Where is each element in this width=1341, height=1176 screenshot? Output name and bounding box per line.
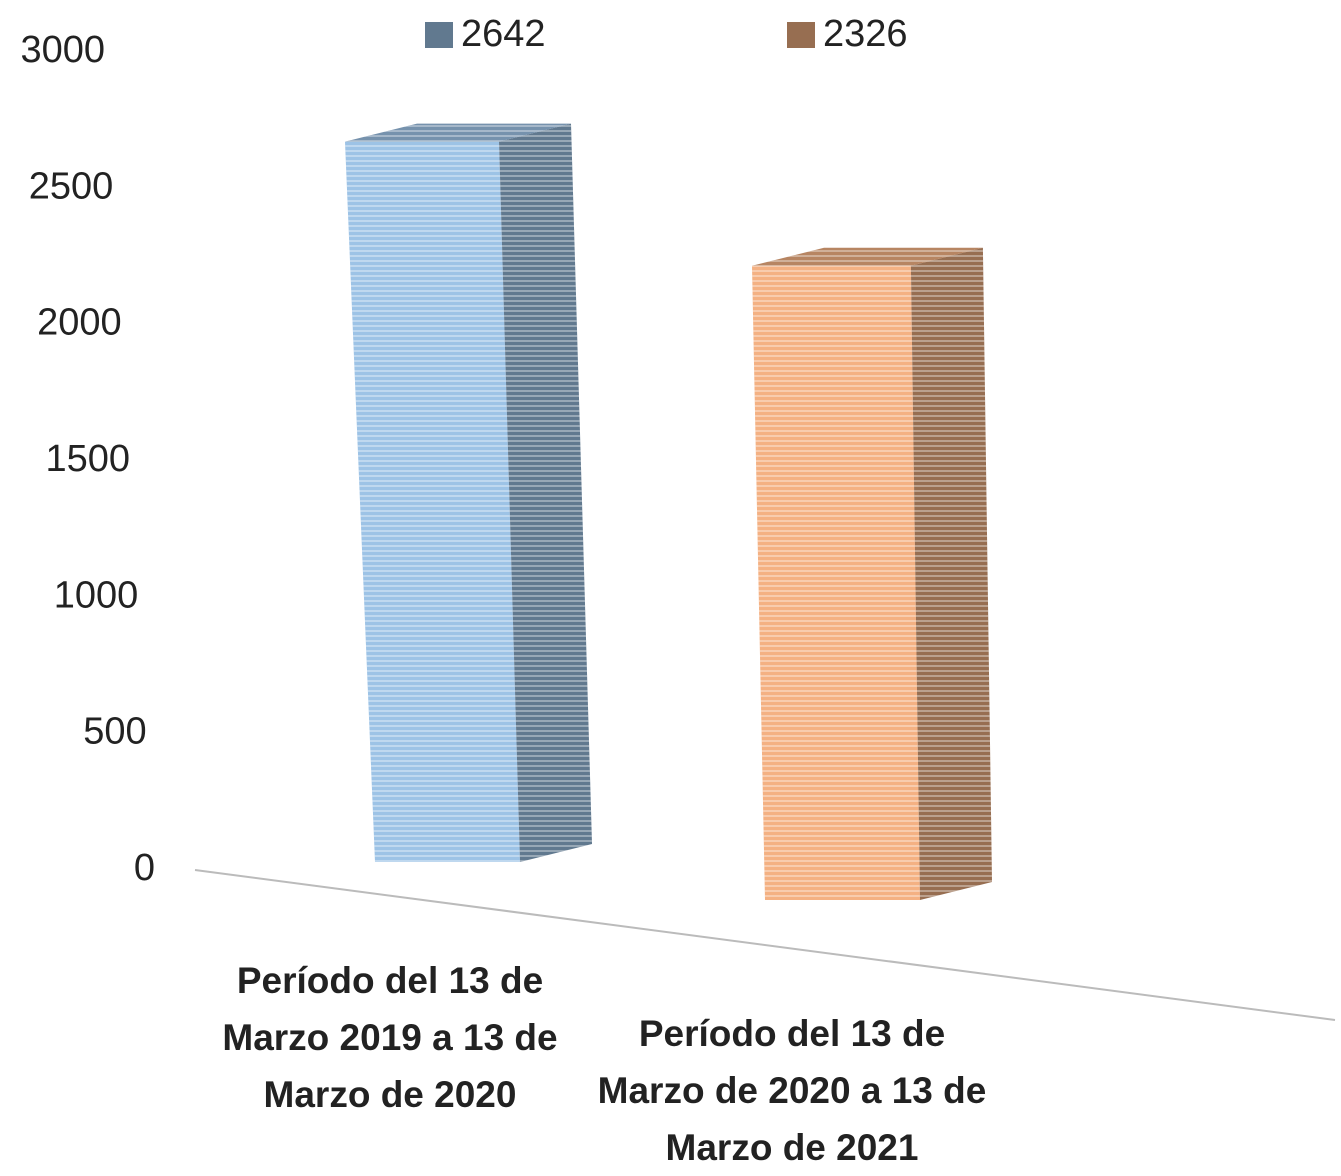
bar: [345, 123, 592, 862]
y-tick-label: 1000: [54, 574, 139, 616]
bar-front-stripes: [345, 141, 520, 862]
bar-side-stripes: [910, 247, 992, 900]
legend-label: 2642: [461, 13, 546, 55]
legend-label: 2326: [823, 13, 908, 55]
bar-top-stripes: [752, 247, 983, 266]
legend-swatch: [787, 22, 815, 48]
bar: [752, 247, 992, 900]
y-tick-label: 2000: [37, 302, 122, 344]
x-tick-label: Período del 13 de Marzo de 2020 a 13 de …: [597, 1013, 987, 1168]
legend-swatch: [425, 22, 453, 48]
y-tick-label: 500: [83, 711, 146, 753]
bar-top-stripes: [345, 123, 571, 142]
x-tick-label: Período del 13 de Marzo 2019 a 13 de Mar…: [222, 960, 558, 1115]
x-axis-line: [194, 869, 1336, 1021]
bar-side-stripes: [499, 123, 592, 862]
y-tick-label: 3000: [20, 29, 105, 71]
y-tick-label: 2500: [29, 165, 114, 207]
bar-front-stripes: [752, 265, 920, 900]
y-tick-label: 0: [134, 847, 155, 889]
y-tick-label: 1500: [45, 438, 130, 480]
